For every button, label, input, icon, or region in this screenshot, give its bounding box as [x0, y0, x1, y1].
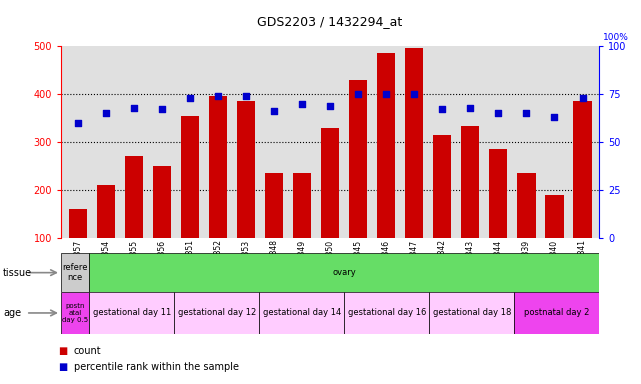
Bar: [433, 135, 451, 286]
Bar: [237, 101, 255, 286]
Bar: [125, 157, 143, 286]
Bar: [517, 173, 535, 286]
Point: [241, 93, 251, 99]
Text: gestational day 12: gestational day 12: [178, 308, 256, 318]
Bar: [574, 101, 592, 286]
Point: [213, 93, 223, 99]
Bar: [61, 292, 89, 334]
Point: [353, 91, 363, 97]
Point: [297, 101, 307, 107]
Point: [157, 106, 167, 113]
Bar: [377, 53, 395, 286]
Bar: [265, 173, 283, 286]
Text: tissue: tissue: [3, 268, 32, 278]
Text: ■: ■: [58, 362, 67, 372]
Point: [269, 108, 279, 114]
Text: gestational day 18: gestational day 18: [433, 308, 511, 318]
Text: ovary: ovary: [333, 268, 356, 277]
Text: gestational day 11: gestational day 11: [92, 308, 171, 318]
Bar: [293, 173, 311, 286]
Bar: [429, 292, 514, 334]
Point: [325, 103, 335, 109]
Bar: [153, 166, 171, 286]
Point: [549, 114, 560, 120]
Point: [185, 95, 195, 101]
Bar: [259, 292, 344, 334]
Text: 100%: 100%: [603, 33, 628, 42]
Text: postnatal day 2: postnatal day 2: [524, 308, 590, 318]
Bar: [174, 292, 259, 334]
Bar: [349, 79, 367, 286]
Bar: [181, 116, 199, 286]
Bar: [514, 292, 599, 334]
Bar: [344, 292, 429, 334]
Text: ■: ■: [58, 346, 67, 356]
Point: [409, 91, 419, 97]
Bar: [209, 96, 227, 286]
Text: refere
nce: refere nce: [62, 263, 88, 282]
Bar: [61, 253, 89, 292]
Bar: [69, 209, 87, 286]
Point: [521, 110, 531, 116]
Point: [465, 104, 476, 111]
Point: [578, 95, 588, 101]
Point: [129, 104, 139, 111]
Text: GDS2203 / 1432294_at: GDS2203 / 1432294_at: [258, 15, 403, 28]
Point: [437, 106, 447, 113]
Bar: [97, 185, 115, 286]
Bar: [489, 149, 508, 286]
Text: postn
atal
day 0.5: postn atal day 0.5: [62, 303, 88, 323]
Text: age: age: [3, 308, 21, 318]
Point: [494, 110, 504, 116]
Bar: [545, 195, 563, 286]
Point: [72, 120, 83, 126]
Bar: [462, 126, 479, 286]
Text: gestational day 14: gestational day 14: [263, 308, 341, 318]
Bar: [89, 292, 174, 334]
Bar: [405, 48, 423, 286]
Text: count: count: [74, 346, 101, 356]
Bar: [321, 127, 339, 286]
Text: percentile rank within the sample: percentile rank within the sample: [74, 362, 238, 372]
Text: gestational day 16: gestational day 16: [347, 308, 426, 318]
Point: [381, 91, 391, 97]
Point: [101, 110, 111, 116]
